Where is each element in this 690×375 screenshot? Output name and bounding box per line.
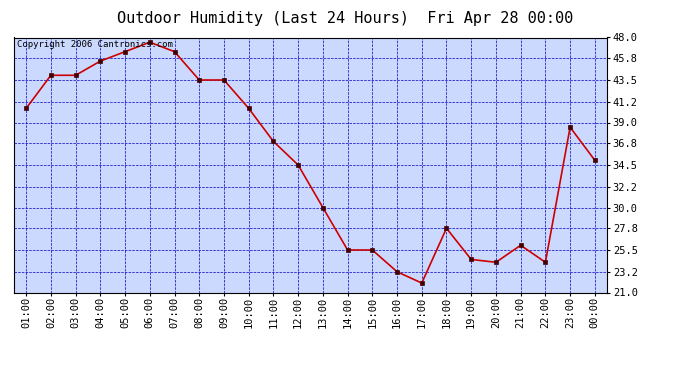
Text: Outdoor Humidity (Last 24 Hours)  Fri Apr 28 00:00: Outdoor Humidity (Last 24 Hours) Fri Apr… bbox=[117, 11, 573, 26]
Text: Copyright 2006 Cantronics.com: Copyright 2006 Cantronics.com bbox=[17, 40, 172, 49]
